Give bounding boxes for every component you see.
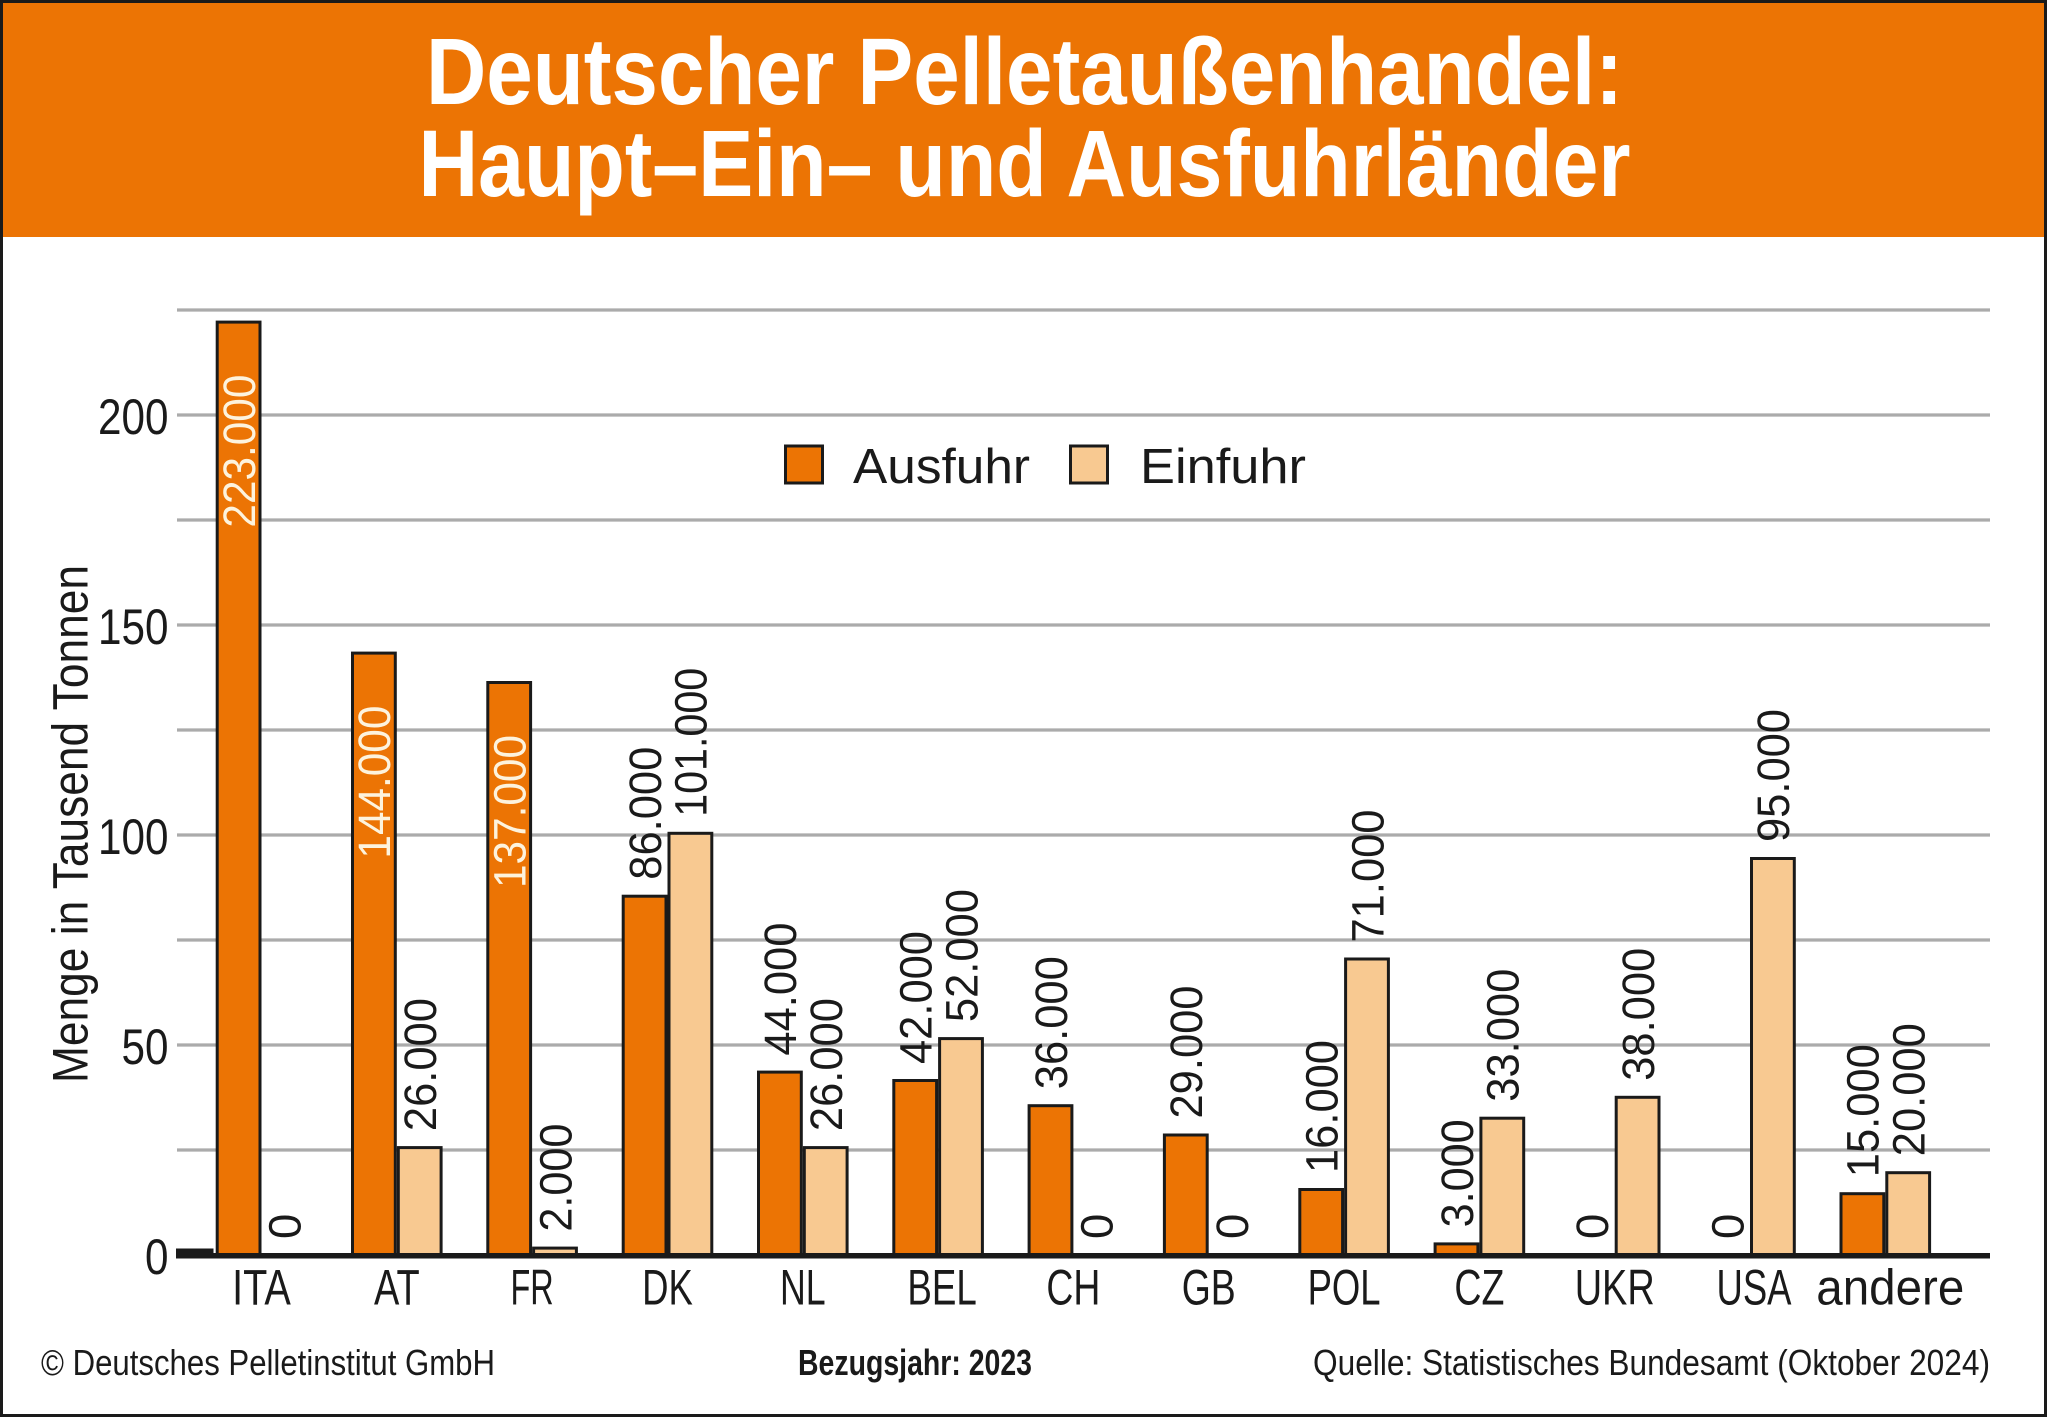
svg-text:DK: DK — [642, 1259, 693, 1316]
svg-text:UKR: UKR — [1575, 1259, 1655, 1316]
svg-text:29.000: 29.000 — [1161, 986, 1212, 1119]
svg-text:44.000: 44.000 — [755, 923, 806, 1056]
svg-text:0: 0 — [1567, 1214, 1618, 1239]
svg-text:© Deutsches Pelletinstitut Gmb: © Deutsches Pelletinstitut GmbH — [41, 1342, 495, 1383]
svg-text:137.000: 137.000 — [485, 735, 536, 888]
svg-text:144.000: 144.000 — [349, 706, 400, 859]
svg-text:0: 0 — [1072, 1214, 1123, 1239]
svg-text:Quelle: Statistisches Bundesam: Quelle: Statistisches Bundesamt (Oktober… — [1313, 1342, 1990, 1383]
svg-text:CZ: CZ — [1454, 1259, 1504, 1316]
svg-text:Menge in Tausend Tonnen: Menge in Tausend Tonnen — [43, 565, 99, 1083]
svg-text:20.000: 20.000 — [1884, 1023, 1935, 1156]
svg-text:26.000: 26.000 — [801, 998, 852, 1131]
svg-text:100: 100 — [98, 809, 169, 865]
svg-text:86.000: 86.000 — [620, 747, 671, 880]
svg-text:101.000: 101.000 — [666, 668, 717, 817]
svg-text:95.000: 95.000 — [1748, 709, 1799, 842]
svg-text:0: 0 — [1207, 1214, 1258, 1239]
svg-text:andere: andere — [1816, 1259, 1964, 1316]
svg-text:0: 0 — [1702, 1214, 1753, 1239]
svg-text:GB: GB — [1182, 1259, 1236, 1316]
svg-text:2.000: 2.000 — [530, 1124, 581, 1232]
svg-text:FR: FR — [511, 1259, 554, 1316]
svg-text:POL: POL — [1308, 1259, 1381, 1316]
svg-text:42.000: 42.000 — [891, 931, 942, 1064]
svg-text:Deutscher Pelletaußenhandel:: Deutscher Pelletaußenhandel: — [426, 19, 1623, 125]
svg-text:Ausfuhr: Ausfuhr — [853, 440, 1030, 494]
svg-text:0: 0 — [260, 1214, 311, 1239]
svg-text:Bezugsjahr: 2023: Bezugsjahr: 2023 — [798, 1342, 1032, 1383]
svg-text:Haupt–Ein– und Ausfuhrländer: Haupt–Ein– und Ausfuhrländer — [419, 111, 1631, 217]
svg-text:0: 0 — [145, 1229, 169, 1285]
svg-text:NL: NL — [780, 1259, 826, 1316]
svg-text:150: 150 — [98, 599, 169, 655]
svg-text:223.000: 223.000 — [214, 375, 265, 528]
svg-text:Einfuhr: Einfuhr — [1140, 440, 1306, 494]
svg-text:AT: AT — [374, 1259, 420, 1316]
svg-text:38.000: 38.000 — [1613, 948, 1664, 1081]
svg-text:50: 50 — [122, 1019, 169, 1075]
svg-text:16.000: 16.000 — [1297, 1040, 1348, 1173]
svg-text:36.000: 36.000 — [1026, 956, 1077, 1089]
svg-text:3.000: 3.000 — [1432, 1119, 1483, 1227]
svg-text:71.000: 71.000 — [1342, 810, 1393, 943]
svg-text:CH: CH — [1046, 1259, 1100, 1316]
svg-text:52.000: 52.000 — [936, 889, 987, 1022]
svg-text:33.000: 33.000 — [1478, 969, 1529, 1102]
svg-text:ITA: ITA — [232, 1259, 291, 1316]
svg-text:USA: USA — [1717, 1259, 1792, 1316]
svg-text:15.000: 15.000 — [1838, 1044, 1889, 1177]
svg-text:200: 200 — [98, 389, 169, 445]
svg-text:26.000: 26.000 — [395, 998, 446, 1131]
svg-text:BEL: BEL — [907, 1259, 976, 1316]
